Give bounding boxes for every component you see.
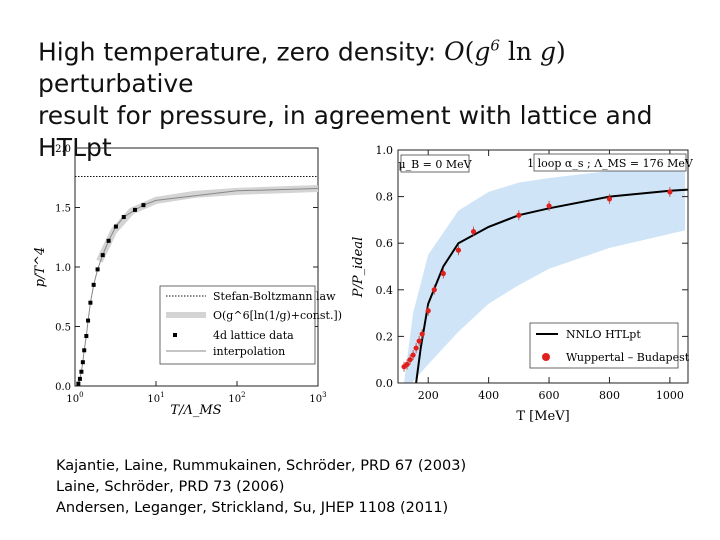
math-ln: ln [507,37,533,67]
left-ytick-label: 2.0 [55,144,71,155]
left-xtick-label: 101 [147,391,164,405]
legend-wb-label: Wuppertal – Budapest [566,351,690,364]
left-xtick-label: 102 [228,391,245,405]
lattice-point [132,207,137,212]
lattice-point [82,348,87,353]
reference-1: Kajantie, Laine, Rummukainen, Schröder, … [56,458,467,474]
title-text-post: perturbative [38,69,194,99]
lattice-point [141,203,146,208]
legend-wb-swatch [542,353,550,361]
right-legend-box [529,322,679,369]
wb-point [440,270,446,277]
right-uncertainty-band [404,165,685,383]
lattice-point [84,334,89,339]
right-plot-frame [397,149,689,384]
right-xlabel: T [MeV] [516,409,569,424]
slide-title: High temperature, zero density: O(g6 ln … [38,30,698,164]
right-wb-points [401,186,673,372]
right-mu-label: μ_B = 0 MeV [398,158,472,171]
right-annotation-left: μ_B = 0 MeV [398,154,473,173]
math-g: g [474,37,491,67]
title-math: O(g6 ln g) [444,37,566,67]
title-line-2: result for pressure, in agreement with l… [38,101,653,163]
reference-2: Laine, Schröder, PRD 73 (2006) [56,479,285,495]
left-plot: 0.0 0.5 1.0 1.5 2.0 100 101 102 103 Stefan-Boltz… [33,144,342,418]
wb-point [546,203,552,209]
wb-point [425,308,431,314]
left-ytick-label: 0.0 [55,382,71,393]
right-htlpt-curve [415,188,689,384]
wb-point [404,361,410,367]
lattice-point [100,253,105,258]
right-legend: NNLO HTLpt Wuppertal – Budapest [529,322,690,369]
references: Kajantie, Laine, Rummukainen, Schröder, … [56,456,466,519]
lattice-point [88,300,93,305]
lattice-point [91,282,96,287]
title-text-pre: High temperature, zero density: [38,37,445,67]
legend-lattice-swatch [173,333,177,337]
legend-interp-label: interpolation [213,345,285,358]
lattice-point [95,267,100,272]
left-lattice-points [76,203,146,386]
right-ytick-label: 0.0 [376,377,394,390]
left-perturbative-band [96,185,319,263]
legend-htlpt-label: NNLO HTLpt [566,328,641,341]
right-xtick-label: 1000 [656,389,684,402]
wb-point [455,247,462,253]
right-annotation-right: 1 loop α_s ; Λ_MS = 176 MeV [527,153,694,172]
lattice-point [80,360,85,365]
left-ylabel: p/T^4 [33,247,48,288]
legend-sb-label: Stefan-Boltzmann law [213,290,336,303]
math-big-o: O [444,37,465,67]
left-xtick-label: 100 [66,391,83,405]
right-ytick-label: 1.0 [376,144,394,157]
wb-point [516,212,522,218]
lattice-point [121,215,126,220]
wb-point [667,189,673,195]
wb-point [431,287,437,293]
left-ytick-label: 0.5 [55,323,71,334]
wb-point [413,345,419,351]
left-xtick-label: 103 [309,391,326,405]
lattice-point [76,381,81,386]
left-ytick-label: 1.0 [55,263,71,274]
lattice-point [77,376,82,381]
wb-point [606,196,613,202]
right-xtick-label: 200 [418,389,439,402]
right-xtick-label: 800 [599,389,620,402]
right-plot: 0.0 0.2 0.4 0.6 0.8 1.0 200 400 600 800 1000 μ_B =… [351,144,694,424]
right-ytick-label: 0.2 [376,330,394,343]
wb-point [470,228,477,235]
title-line-1: High temperature, zero density: O(g6 ln … [38,30,698,100]
left-ytick-label: 1.5 [55,204,71,215]
left-xlabel: T/Λ_MS [170,403,221,418]
wb-point [419,331,425,337]
right-ytick-label: 0.8 [376,191,394,204]
left-legend: Stefan-Boltzmann law O(g^6[ln(1/g)+const… [159,285,342,365]
wb-point [416,338,422,344]
legend-lattice-label: 4d lattice data [213,329,294,342]
right-alpha-label: 1 loop α_s ; Λ_MS = 176 MeV [527,157,694,170]
math-g-arg: g [539,37,556,67]
right-ytick-label: 0.6 [376,237,394,250]
right-ylabel: P/P_ideal [351,237,366,298]
right-ytick-label: 0.4 [376,284,394,297]
right-xtick-label: 600 [539,389,560,402]
lattice-point [79,369,84,374]
lattice-point [86,318,91,323]
wb-point [410,352,416,358]
lattice-point [113,224,118,229]
lattice-point [106,238,111,243]
right-xtick-label: 400 [478,389,499,402]
reference-3: Andersen, Leganger, Strickland, Su, JHEP… [56,500,449,516]
legend-pert-label: O(g^6[ln(1/g)+const.]) [213,309,342,322]
math-exponent: 6 [490,37,500,55]
wb-point [407,357,413,363]
